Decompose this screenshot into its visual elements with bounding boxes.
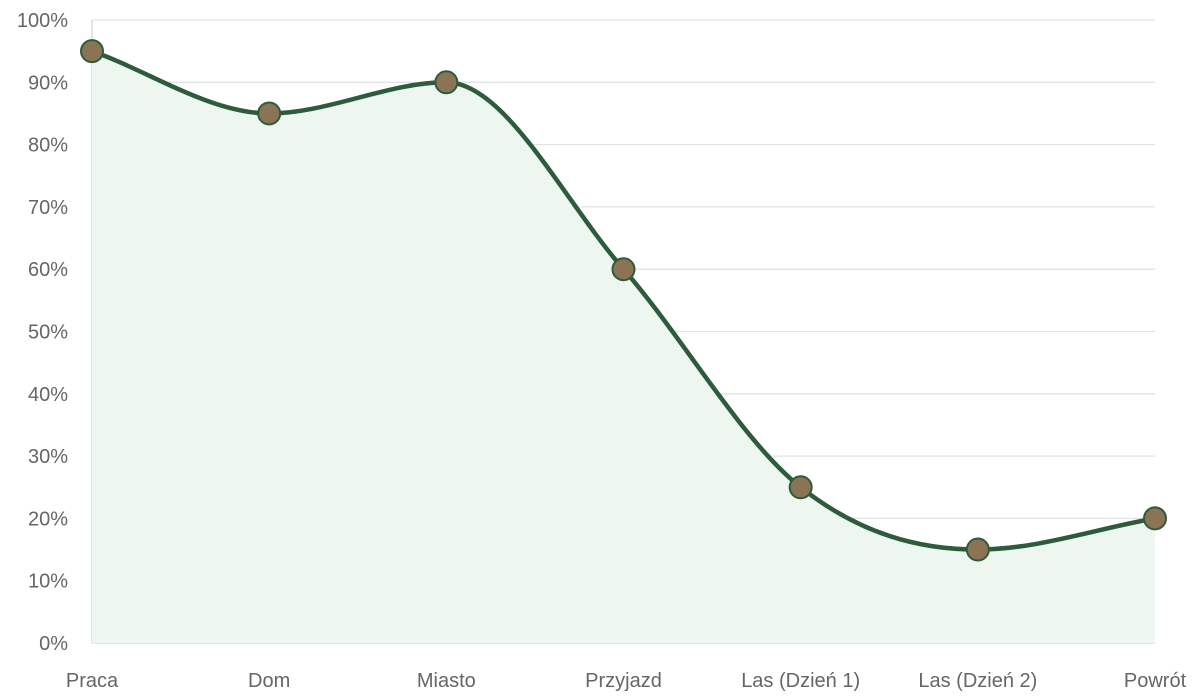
data-point[interactable] [80,39,104,64]
y-axis-ticks: 0% 10% 20% 30% 40% 50% 60% 70% 80% 90% 100% [17,10,68,655]
y-tick-label: 10% [28,571,68,593]
data-point[interactable] [788,475,813,500]
y-tick-label: 0% [39,633,68,655]
x-tick-label: Las (Dzień 2) [918,670,1037,692]
y-tick-label: 30% [28,446,68,468]
y-tick-label: 70% [28,197,68,219]
data-point[interactable] [965,537,990,562]
y-tick-label: 50% [28,322,68,344]
data-point[interactable] [434,70,459,95]
data-point[interactable] [611,257,636,282]
points-layer [80,39,1167,562]
x-tick-label: Dom [248,670,290,692]
area-layer [92,51,1155,643]
x-axis-ticks: Praca Dom Miasto Przyjazd Las (Dzień 1) Las (… [66,670,1187,692]
y-tick-label: 100% [17,10,68,32]
x-tick-label: Las (Dzień 1) [741,670,860,692]
y-tick-label: 90% [28,72,68,94]
x-tick-label: Powrót [1124,670,1187,692]
data-point[interactable] [1143,506,1167,531]
y-tick-label: 20% [28,508,68,530]
y-tick-label: 40% [28,384,68,406]
series-area [92,51,1155,643]
y-tick-label: 80% [28,135,68,157]
data-point[interactable] [257,101,282,126]
y-tick-label: 60% [28,259,68,281]
x-tick-label: Przyjazd [585,670,662,692]
x-tick-label: Miasto [417,670,476,692]
x-tick-label: Praca [66,670,119,692]
